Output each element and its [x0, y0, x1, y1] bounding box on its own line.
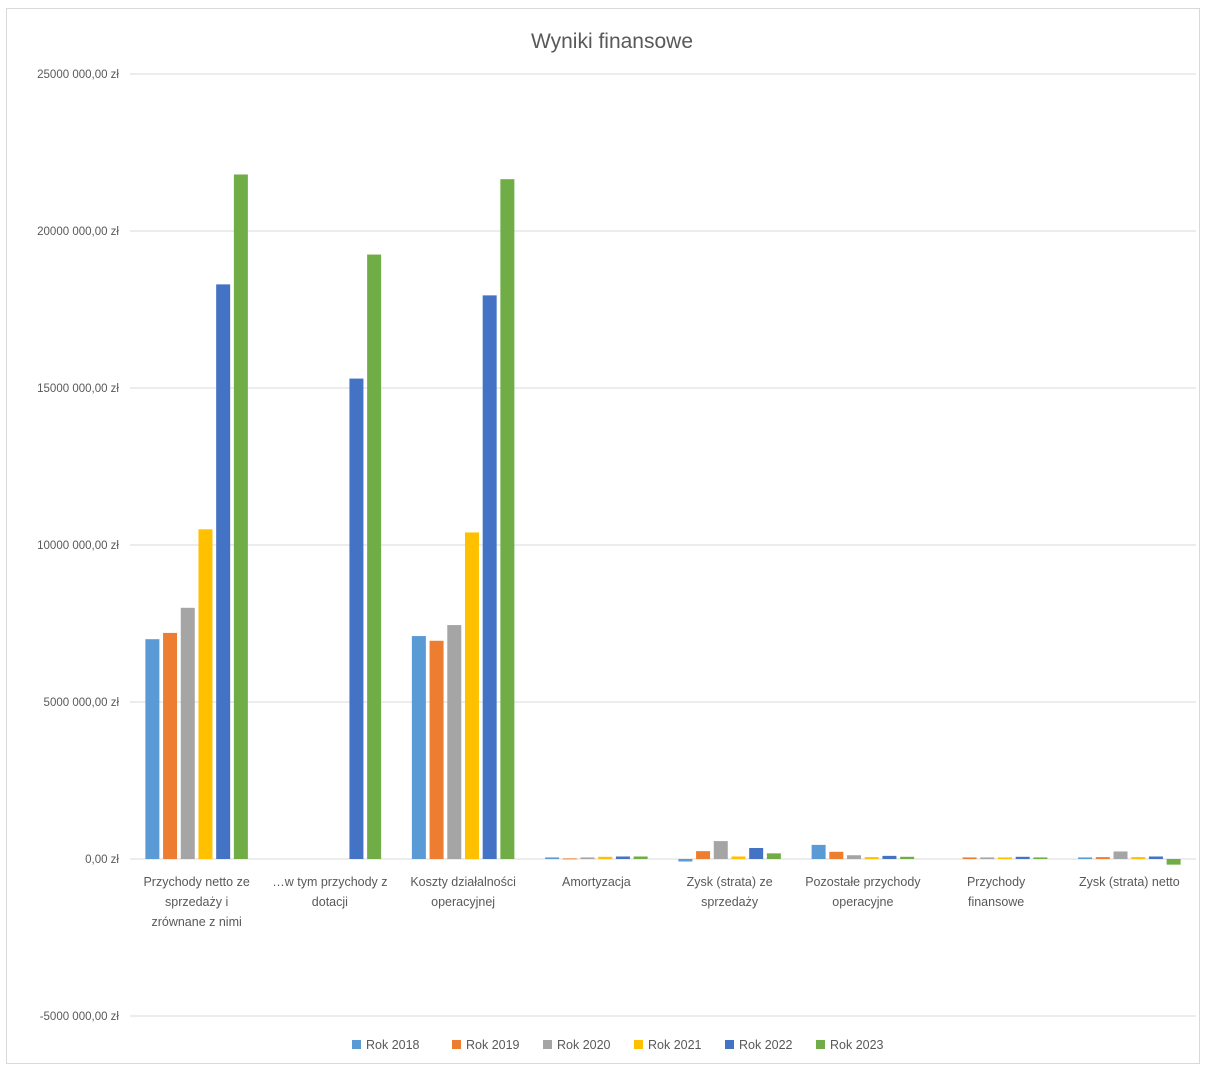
bar	[1095, 857, 1110, 859]
bar	[447, 625, 462, 859]
x-tick-label: zrównane z nimi	[151, 915, 241, 929]
bar	[562, 858, 577, 860]
bar	[633, 856, 648, 859]
legend-label: Rok 2023	[830, 1038, 884, 1052]
bar	[349, 378, 364, 859]
bar	[163, 632, 178, 859]
x-tick-label: Amortyzacja	[562, 875, 631, 889]
bar	[696, 851, 711, 859]
bar	[997, 857, 1012, 859]
y-tick-label: 15000 000,00 zł	[37, 383, 119, 395]
bar	[1078, 857, 1093, 859]
bar	[713, 841, 728, 859]
y-tick-label: 0,00 zł	[85, 854, 119, 866]
legend-label: Rok 2021	[648, 1038, 702, 1052]
legend-swatch	[352, 1040, 361, 1049]
x-tick-label: …w tym przychody z	[272, 875, 387, 889]
y-tick-label: -5000 000,00 zł	[40, 1011, 120, 1023]
bar	[829, 851, 844, 859]
bar	[847, 855, 862, 859]
bar	[233, 174, 248, 860]
y-tick-label: 5000 000,00 zł	[44, 697, 120, 709]
bar	[1033, 857, 1048, 859]
bar	[1015, 856, 1030, 859]
bar	[615, 856, 630, 859]
legend-swatch	[543, 1040, 552, 1049]
x-tick-label: sprzedaży	[701, 895, 759, 909]
legend-swatch	[634, 1040, 643, 1049]
bar	[882, 855, 897, 859]
x-tick-label: Przychody	[967, 875, 1026, 889]
bar	[731, 856, 746, 859]
bar	[1113, 851, 1128, 859]
legend-swatch	[816, 1040, 825, 1049]
bar	[900, 856, 915, 859]
y-tick-label: 25000 000,00 zł	[37, 69, 119, 81]
bar	[864, 857, 879, 859]
x-tick-label: Zysk (strata) ze	[687, 875, 773, 889]
bar	[145, 639, 160, 859]
x-tick-label: Pozostałe przychody	[805, 875, 921, 889]
bar	[598, 856, 613, 859]
bar	[367, 254, 382, 860]
x-tick-label: sprzedaży i	[165, 895, 228, 909]
bar	[198, 529, 213, 859]
bar	[766, 853, 781, 859]
x-tick-label: operacyjne	[832, 895, 893, 909]
bar	[216, 284, 231, 859]
legend-label: Rok 2022	[739, 1038, 793, 1052]
bar	[545, 857, 560, 859]
x-tick-label: finansowe	[968, 895, 1024, 909]
bar	[980, 857, 995, 859]
y-tick-label: 20000 000,00 zł	[37, 226, 119, 238]
bar	[1166, 859, 1181, 865]
y-tick-label: 10000 000,00 zł	[37, 540, 119, 552]
x-tick-label: Zysk (strata) netto	[1079, 875, 1180, 889]
legend-swatch	[725, 1040, 734, 1049]
bar	[1131, 857, 1146, 859]
bar	[482, 295, 497, 859]
x-tick-label: operacyjnej	[431, 895, 495, 909]
bar	[811, 844, 826, 859]
bar	[429, 640, 444, 859]
x-tick-label: Przychody netto ze	[143, 875, 249, 889]
legend-label: Rok 2019	[466, 1038, 520, 1052]
legend-label: Rok 2018	[366, 1038, 420, 1052]
x-tick-label: dotacji	[312, 895, 348, 909]
bar	[500, 179, 515, 859]
bar	[1148, 856, 1163, 859]
bar	[962, 857, 977, 859]
chart-title: Wyniki finansowe	[531, 30, 693, 53]
legend-swatch	[452, 1040, 461, 1049]
bar	[464, 532, 479, 859]
bar	[180, 607, 195, 859]
x-tick-label: Koszty działalności	[410, 875, 516, 889]
bar	[678, 859, 693, 862]
bar	[580, 857, 595, 859]
bar	[749, 848, 764, 859]
bar	[411, 636, 426, 859]
legend-label: Rok 2020	[557, 1038, 611, 1052]
